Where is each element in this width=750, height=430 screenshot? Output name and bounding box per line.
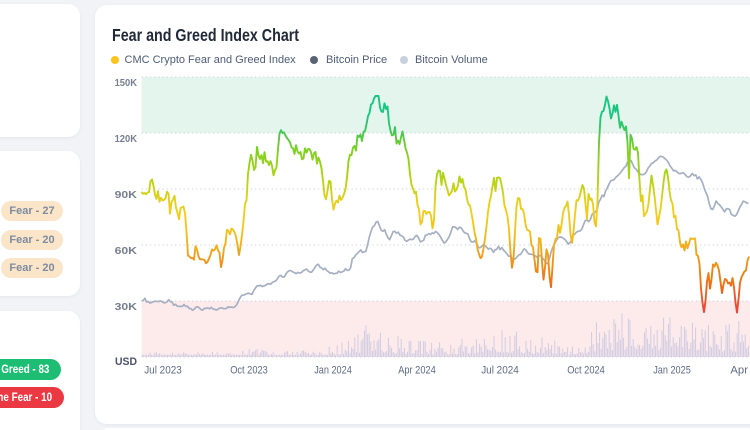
svg-text:Jul 2023: Jul 2023 [144,365,182,377]
svg-text:Oct 2024: Oct 2024 [567,365,605,377]
svg-text:Oct 2023: Oct 2023 [230,365,268,377]
svg-text:Jan 2025: Jan 2025 [653,365,691,377]
svg-text:USD: USD [115,356,137,368]
svg-text:60K: 60K [115,245,138,257]
svg-text:30K: 30K [115,301,138,313]
svg-text:Jul 2024: Jul 2024 [481,365,519,377]
svg-text:Apr: Apr [730,365,748,377]
svg-text:90K: 90K [115,189,138,201]
svg-text:Apr 2024: Apr 2024 [398,365,436,377]
svg-text:Jan 2024: Jan 2024 [314,365,352,377]
svg-text:120K: 120K [115,133,138,145]
svg-text:150K: 150K [115,77,138,89]
